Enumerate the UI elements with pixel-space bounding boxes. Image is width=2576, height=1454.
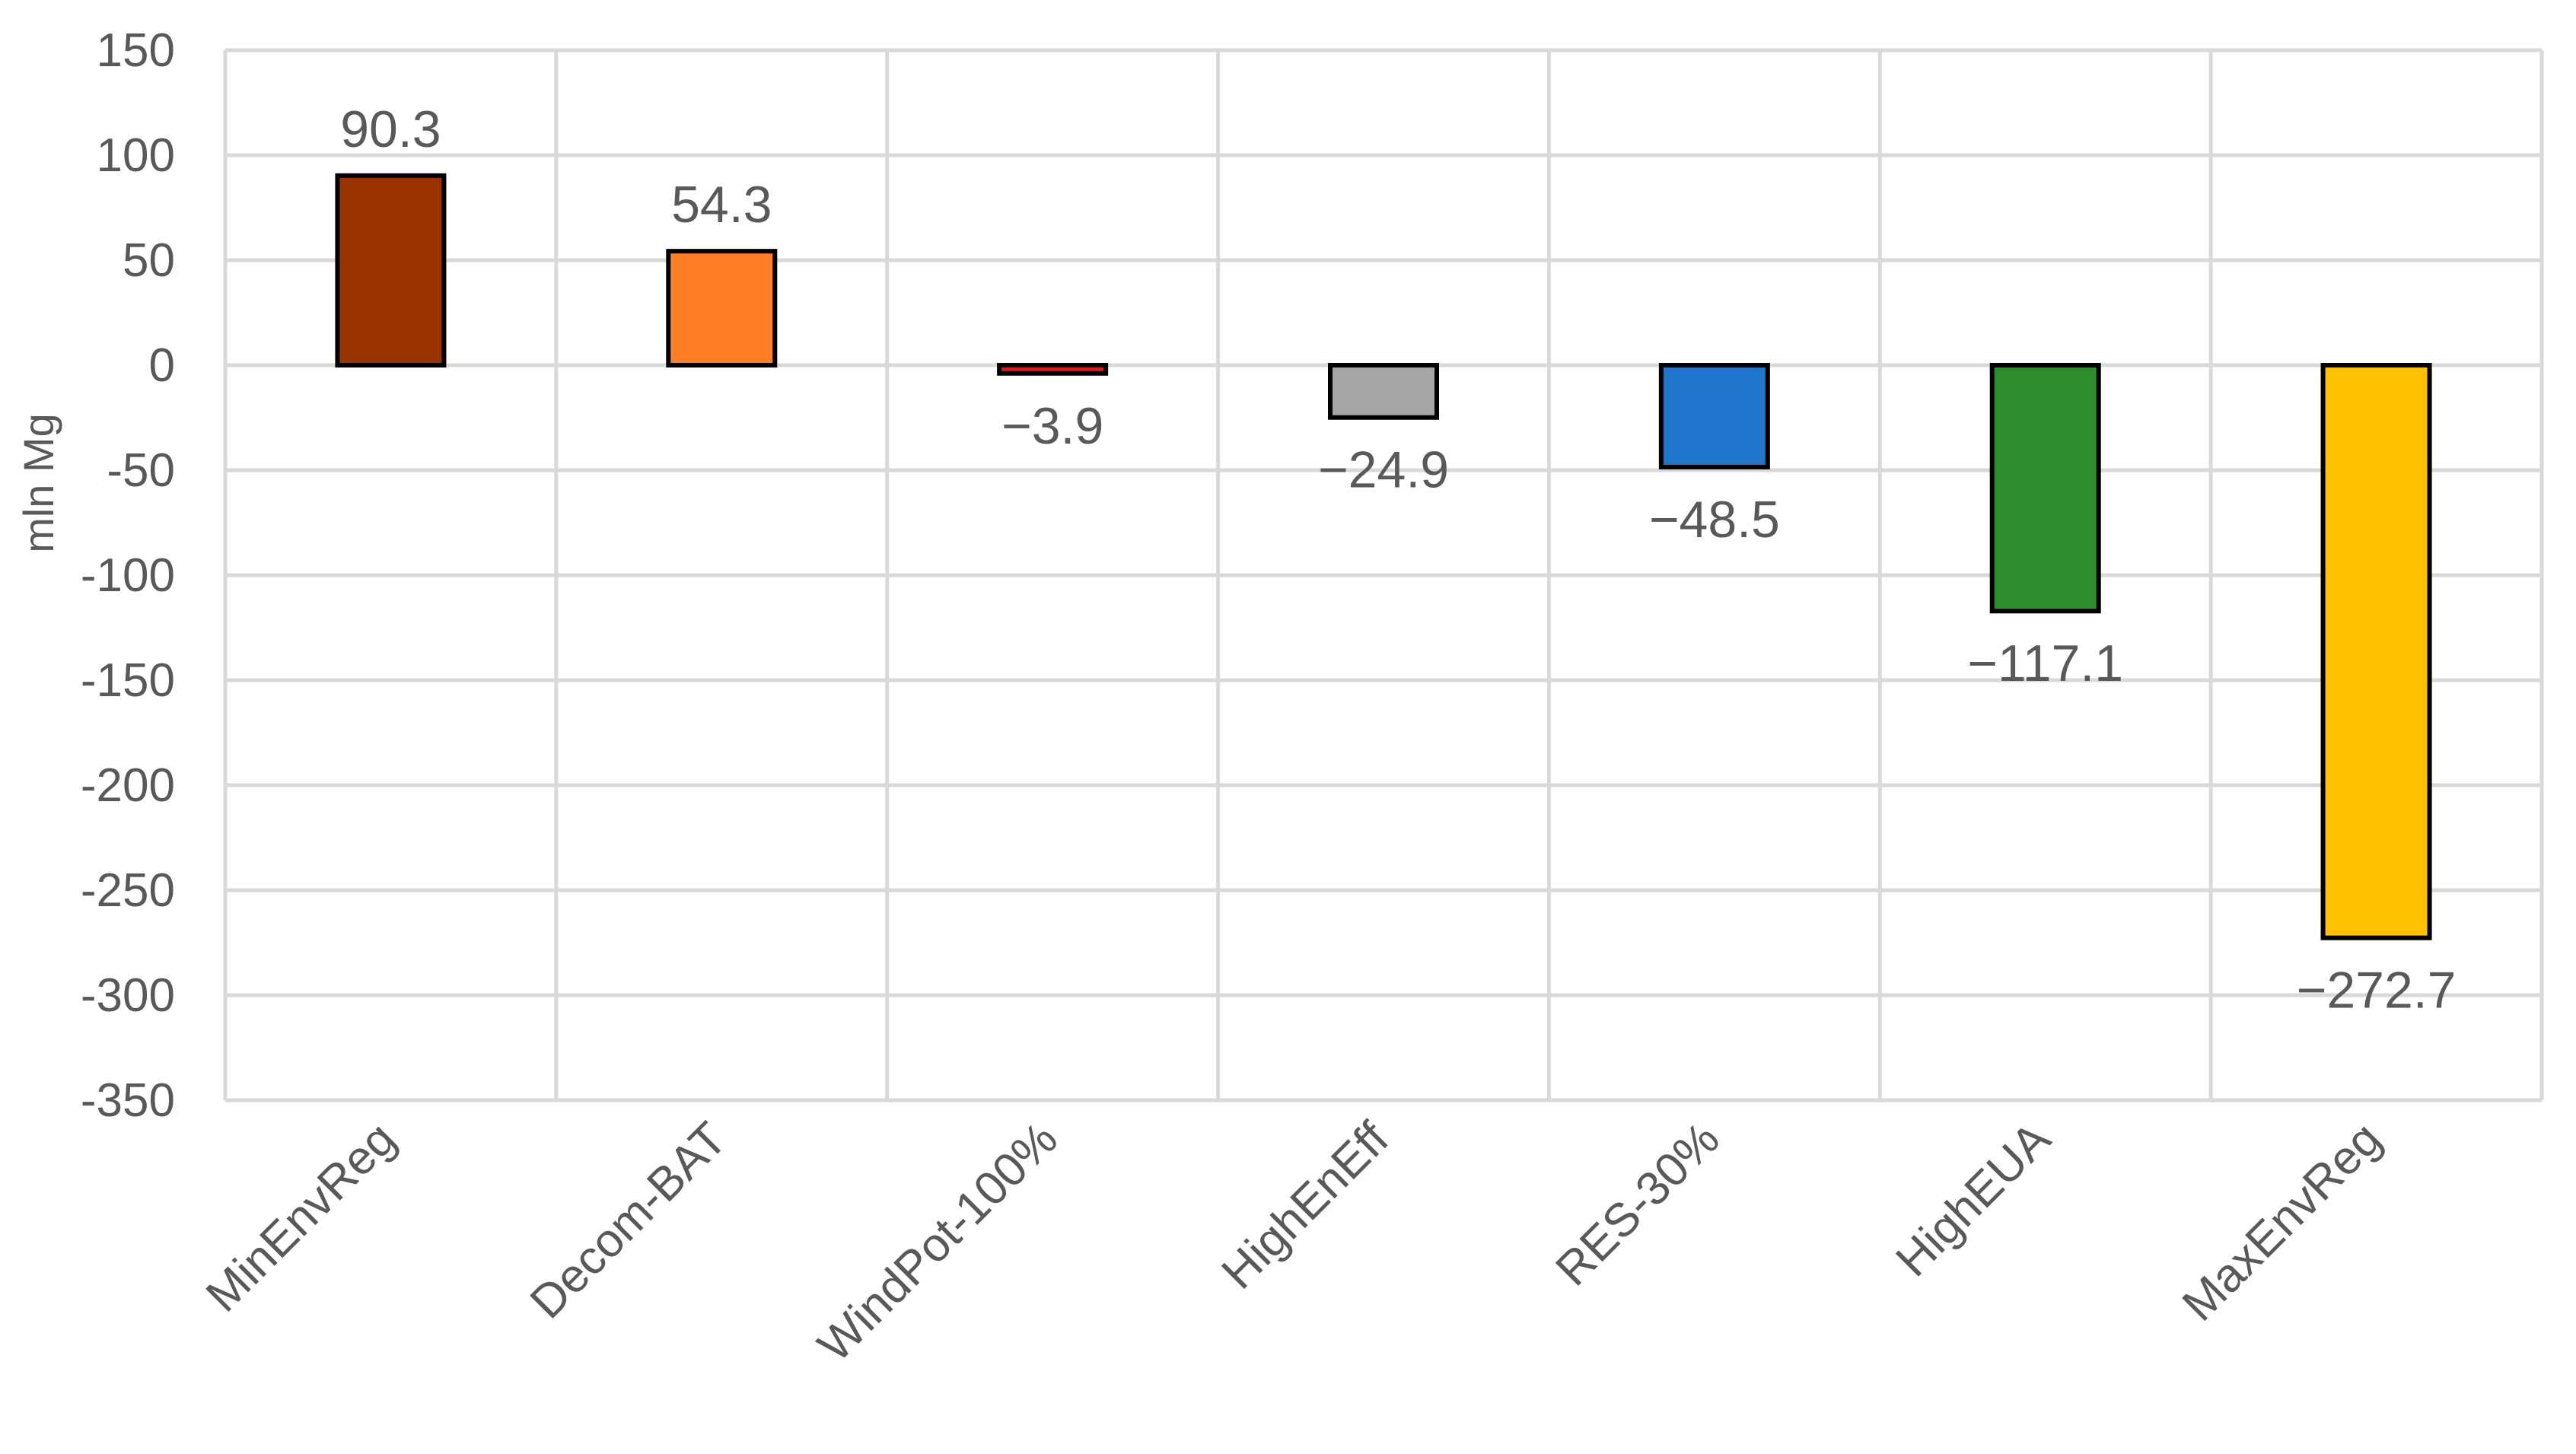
x-category-label: HighEUA (1887, 1112, 2062, 1287)
x-category-label: WindPot-100% (808, 1112, 1068, 1372)
bars (335, 173, 2432, 940)
data-label: −48.5 (1649, 491, 1780, 549)
y-axis-ticks: 150 100 50 0 -50 -100 -150 -200 -250 -300 -350 (81, 24, 175, 1127)
y-tick-label: -100 (81, 549, 175, 602)
x-category-label: MinEnvReg (196, 1112, 406, 1322)
y-tick-label: -250 (81, 864, 175, 917)
data-labels: 90.3 54.3 −3.9 −24.9 −48.5 −117.1 −272.7 (340, 100, 2456, 1020)
data-label: −272.7 (2297, 962, 2457, 1020)
bar (997, 363, 1109, 376)
data-label: 54.3 (671, 176, 772, 234)
data-label: −24.9 (1318, 441, 1449, 499)
y-tick-label: 150 (97, 24, 175, 77)
y-tick-label: 50 (123, 234, 175, 287)
data-label: 90.3 (340, 100, 441, 158)
bar (666, 249, 778, 367)
x-category-label: RES-30% (1546, 1112, 1729, 1296)
y-tick-label: -150 (81, 654, 175, 707)
y-tick-label: -350 (81, 1074, 175, 1127)
y-tick-label: -200 (81, 759, 175, 812)
y-tick-label: -300 (81, 969, 175, 1022)
bar (335, 173, 447, 367)
data-label: −3.9 (1001, 397, 1103, 455)
y-tick-label: 100 (97, 129, 175, 182)
bar (2320, 363, 2432, 940)
y-tick-label: 0 (149, 339, 175, 392)
x-category-label: Decom-BAT (521, 1112, 737, 1328)
x-axis-categories: MinEnvReg Decom-BAT WindPot-100% HighEnEff R… (196, 1112, 2392, 1373)
x-category-label: HighEnEff (1212, 1112, 1399, 1300)
bar (1989, 363, 2101, 614)
y-axis-title: mln Mg (14, 413, 62, 553)
bar (1328, 363, 1439, 420)
y-tick-label: -50 (107, 444, 175, 497)
gridlines (223, 48, 2544, 1102)
bar (1658, 363, 1770, 469)
data-label: −117.1 (1967, 635, 2123, 692)
x-category-label: MaxEnvReg (2173, 1112, 2392, 1332)
